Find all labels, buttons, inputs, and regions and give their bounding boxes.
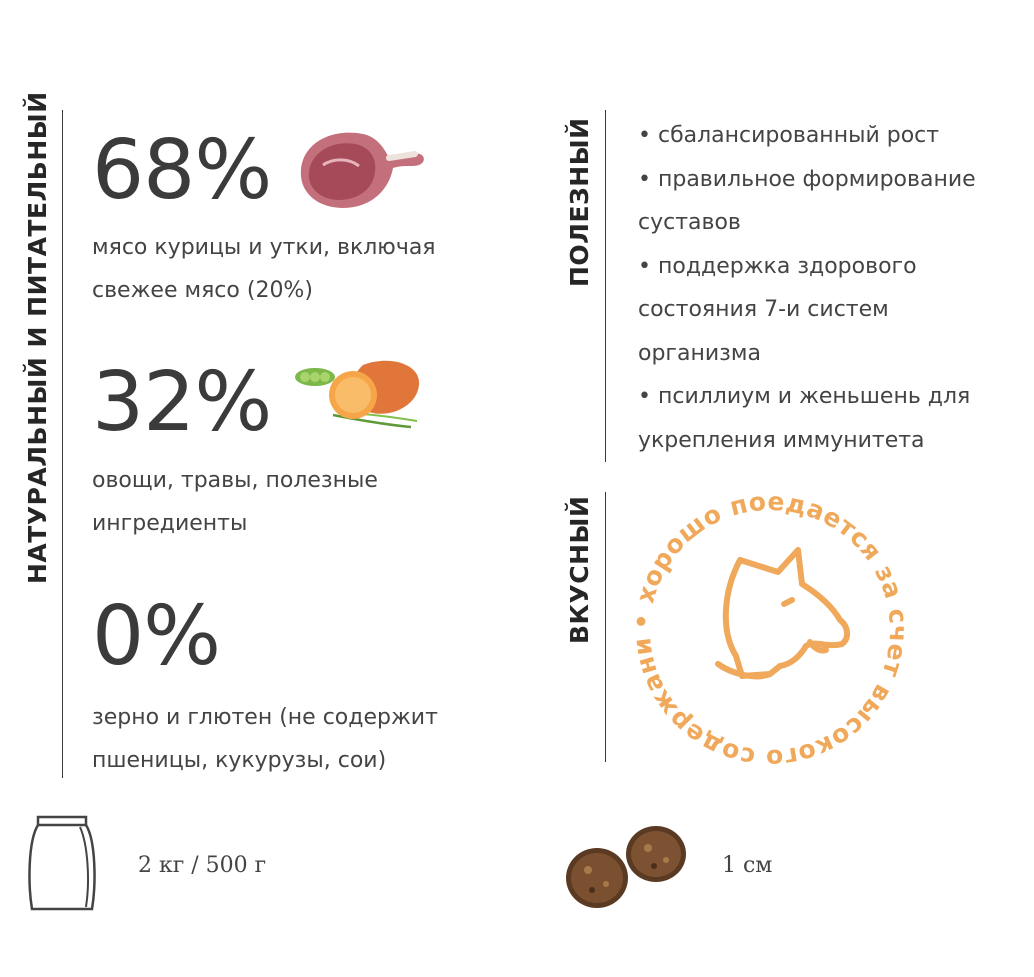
divider-left — [62, 110, 63, 778]
stat-grain-desc-line1: зерно и глютен (не содержит — [92, 705, 438, 730]
useful-bullet-line: организма — [638, 340, 761, 366]
vegetables-icon — [295, 360, 420, 429]
package-weight: 2 кг / 500 г — [138, 853, 267, 878]
stat-vegetables-value: 32% — [92, 355, 272, 450]
stat-grain-desc: зерно и глютен (не содержит пшеницы, кук… — [92, 696, 532, 782]
kibble-icon — [566, 826, 686, 908]
stat-meat-value: 68% — [92, 123, 272, 218]
stat-vegetables-desc: овощи, травы, полезные ингредиенты — [92, 459, 512, 545]
stat-grain-desc-line2: пшеницы, кукурузы, сои) — [92, 748, 387, 773]
section-title-natural: НАТУРАЛЬНЫЙ И ПИТАТЕЛЬНЫЙ — [23, 91, 52, 584]
useful-bullets: • сбалансированный рост • правильное фор… — [638, 114, 1023, 462]
stat-meat-desc-line2: свежее мясо (20%) — [92, 278, 313, 303]
useful-bullet-line: суставов — [638, 210, 741, 235]
divider-tasty — [605, 492, 606, 762]
dog-head-icon — [715, 547, 850, 680]
useful-bullet-line: укрепления иммунитета — [638, 427, 925, 453]
kibble-size: 1 см — [722, 853, 773, 878]
useful-bullet-line: • псиллиум и женьшень для — [638, 384, 971, 409]
section-title-useful: ПОЛЕЗНЫЙ — [565, 117, 594, 287]
useful-bullet-line: • правильное формирование — [638, 166, 976, 192]
useful-bullet-line: состояния 7-и систем — [638, 297, 889, 322]
section-title-tasty: ВКУСНЫЙ — [565, 495, 594, 644]
meat-icon — [300, 132, 424, 208]
tasty-stamp: • хорошо поедается за счет высокого соде… — [620, 480, 913, 773]
useful-bullet-line: • сбалансированный рост — [638, 123, 940, 148]
stat-vegetables-desc-line2: ингредиенты — [92, 511, 248, 536]
stamp-text: • хорошо поедается за счет высокого соде… — [620, 480, 913, 773]
divider-useful — [605, 110, 606, 462]
stat-grain-value: 0% — [92, 589, 221, 684]
stat-vegetables-desc-line1: овощи, травы, полезные — [92, 468, 378, 493]
stat-meat-desc-line1: мясо курицы и утки, включая — [92, 235, 436, 260]
useful-bullet-line: • поддержка здорового — [638, 253, 917, 279]
stat-meat-desc: мясо курицы и утки, включая свежее мясо … — [92, 226, 512, 312]
bag-icon — [28, 815, 96, 911]
